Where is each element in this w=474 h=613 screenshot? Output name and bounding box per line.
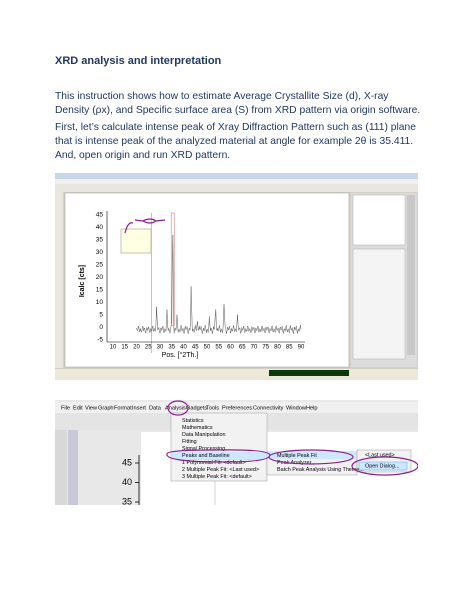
- menu-bar-item: Preferences: [222, 405, 252, 411]
- heading: XRD analysis and interpretation: [55, 55, 222, 67]
- submenu-item: Batch Peak Analysis Using Theme...: [277, 467, 364, 473]
- menu-item: 1 Polynomial Fit: <default>: [182, 460, 246, 466]
- x-tick-label: 30: [157, 345, 164, 351]
- x-tick-label: 35: [168, 345, 175, 351]
- paragraph: First, let’s calculate intense peak of X…: [55, 122, 416, 161]
- menu-highlight: [358, 461, 408, 471]
- x-axis-label: Pos. [°2Th.]: [162, 351, 199, 359]
- menu-bar-item: Insert: [132, 405, 146, 411]
- menu-item: Statistics: [182, 418, 204, 424]
- menu-highlight: [172, 452, 266, 459]
- x-tick-label: 40: [180, 345, 187, 351]
- menu-bar-item: Window: [286, 405, 307, 411]
- annotation-circle: [268, 449, 354, 465]
- y-tick-label: 35: [96, 237, 104, 244]
- status-bar: [55, 369, 418, 380]
- annotation-arrow: [134, 219, 166, 222]
- peak-highlight: [170, 212, 175, 326]
- object-manager: [352, 194, 406, 246]
- y-tick-label: 25: [96, 262, 104, 269]
- x-tick-label: 45: [192, 345, 199, 351]
- title-bar: [55, 173, 418, 179]
- menu-item: 2 Multiple Peak Fit: <Last used>: [182, 467, 259, 473]
- menu-item: Signal Processing: [182, 446, 225, 452]
- menu-highlight: [268, 452, 356, 459]
- subsubmenu-item: <Last used>: [365, 452, 395, 458]
- menu-item: Mathematics: [182, 425, 213, 431]
- toolbar: [55, 184, 418, 192]
- menu-bar-item: Help: [306, 405, 318, 411]
- cursor-line: [151, 213, 152, 353]
- screenshot-analysis-menu: File Edit View Graph Format Insert Data Analysi…: [55, 400, 418, 505]
- y-tick-label: 45: [96, 212, 104, 219]
- menu-bar-item: Graph: [98, 405, 114, 411]
- menu-bar-item: File: [61, 405, 70, 411]
- menu-bar-item: Connectivity: [253, 405, 284, 411]
- x-tick-label: 20: [133, 345, 140, 351]
- dropdown-menu: [170, 412, 268, 482]
- subsubmenu-item: Open Dialog...: [365, 463, 399, 469]
- menu-bar-item: View: [85, 405, 98, 411]
- x-tick-label: 75: [262, 345, 269, 351]
- x-tick-label: 50: [204, 345, 211, 351]
- menu-bar-item: Tools: [206, 405, 219, 411]
- tooltip: [120, 228, 152, 254]
- x-tick-label: 25: [145, 345, 152, 351]
- menu-item: Fitting: [182, 439, 197, 445]
- x-tick-label: 10: [110, 345, 117, 351]
- y-tick-label: 40: [122, 477, 132, 487]
- y-tick-label: 5: [99, 312, 103, 319]
- y-tick-label: 40: [96, 224, 104, 231]
- y-tick-label: 35: [122, 496, 132, 505]
- x-tick-label: 85: [286, 345, 293, 351]
- x-tick-label: 80: [274, 345, 281, 351]
- x-tick-label: 65: [239, 345, 246, 351]
- y-axis-label: Icalc [cts]: [79, 265, 86, 297]
- annotation-circle: [167, 400, 189, 416]
- x-tick-label: 15: [121, 345, 128, 351]
- y-tick-label: 45: [122, 457, 132, 467]
- menu-item: 3 Multiple Peak Fit: <default>: [182, 474, 252, 480]
- annotation-circle: [351, 456, 418, 476]
- menu-bar-item: Edit: [73, 405, 83, 411]
- x-tick-label: 55: [215, 345, 222, 351]
- y-tick-label: -5: [97, 337, 103, 344]
- menu-bar-item: Format: [114, 405, 132, 411]
- scrollbar: [407, 195, 415, 355]
- y-tick-label: 0: [99, 324, 103, 331]
- y-tick-label: 30: [96, 249, 104, 256]
- menu-item: Data Manipulation: [182, 432, 225, 438]
- menu-bar-item: Data: [149, 405, 162, 411]
- diffraction-trace: [136, 234, 302, 335]
- apps-panel: [352, 248, 406, 360]
- menu-item: Peaks and Baseline: [182, 453, 230, 459]
- menu-bar: [55, 179, 418, 184]
- project-explorer-tab: [68, 430, 78, 505]
- status-readout: [269, 370, 349, 376]
- y-tick-label: 10: [96, 299, 104, 306]
- menu-bar: [55, 402, 418, 413]
- x-tick-label: 70: [251, 345, 258, 351]
- y-tick-label: 15: [96, 287, 104, 294]
- x-tick-label: 60: [227, 345, 234, 351]
- submenu-item: Multiple Peak Fit: [277, 453, 317, 459]
- paragraph: This instruction shows how to estimate A…: [55, 91, 421, 116]
- menu-bar-item: Gadgets: [186, 405, 207, 411]
- left-toolbar: [55, 192, 63, 368]
- x-tick-label: 90: [298, 345, 305, 351]
- graph-page: [64, 192, 350, 368]
- left-toolbar: [55, 430, 67, 505]
- menu-bar-item: Analysis: [165, 405, 186, 411]
- annotation-arrow: [124, 222, 134, 234]
- y-tick-label: 20: [96, 274, 104, 281]
